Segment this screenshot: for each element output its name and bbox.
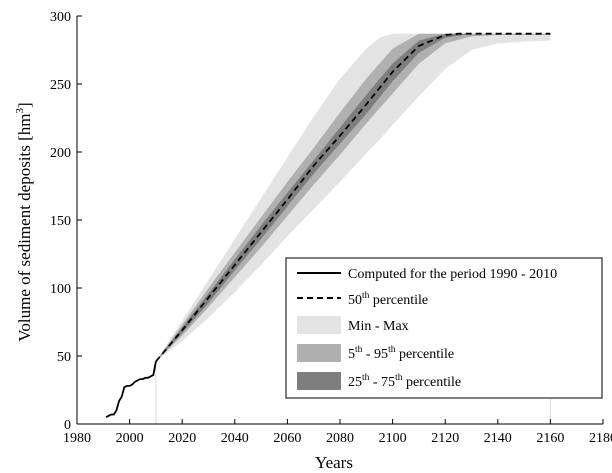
legend-label-min-max: Min - Max (348, 319, 409, 334)
y-tick-label-150: 150 (50, 214, 71, 229)
x-tick-label-2040: 2040 (221, 431, 249, 446)
tick-labels: 1980 2000 2020 2040 2060 2080 2100 2120 2140 2160… (50, 10, 612, 446)
line-computed (105, 361, 157, 418)
band-p5-p95 (155, 33, 551, 362)
axes (76, 15, 604, 425)
legend-swatch-p25-p75 (297, 372, 341, 390)
legend-swatch-p5-p95 (297, 344, 341, 362)
legend: Computed for the period 1990 - 2010 50th… (285, 257, 603, 399)
x-tick-label-2140: 2140 (484, 431, 512, 446)
line-median (155, 32, 551, 362)
series-lines (105, 32, 551, 418)
y-tick-label-100: 100 (50, 282, 71, 297)
legend-swatch-min-max (297, 316, 341, 334)
x-tick-label-2160: 2160 (536, 431, 564, 446)
x-tick-label-2080: 2080 (326, 431, 354, 446)
y-axis-title: Volume of sediment deposits [hm3] (14, 102, 34, 341)
x-axis-title: Years (315, 453, 353, 472)
legend-label-computed: Computed for the period 1990 - 2010 (348, 267, 557, 282)
x-tick-label-2020: 2020 (168, 431, 196, 446)
y-tick-label-0: 0 (64, 418, 71, 433)
x-tick-label-2000: 2000 (116, 431, 144, 446)
y-tick-label-300: 300 (50, 10, 71, 25)
x-tick-label-2100: 2100 (379, 431, 407, 446)
x-tick-label-2120: 2120 (431, 431, 459, 446)
legend-label-median: 50th percentile (348, 291, 428, 308)
y-tick-label-250: 250 (50, 78, 71, 93)
legend-label-p5-p95: 5th - 95th percentile (348, 345, 454, 362)
legend-label-p25-p75: 25th - 75th percentile (348, 373, 461, 390)
y-tick-label-200: 200 (50, 146, 71, 161)
x-tick-label-1980: 1980 (63, 431, 91, 446)
y-tick-label-50: 50 (57, 350, 71, 365)
x-tick-label-2060: 2060 (273, 431, 301, 446)
